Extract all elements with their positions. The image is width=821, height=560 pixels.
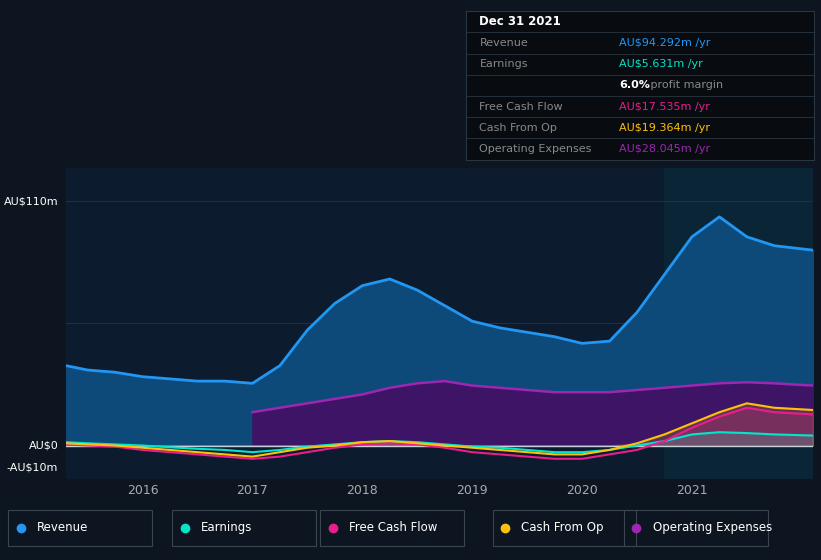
Text: Earnings: Earnings (479, 59, 528, 69)
Text: AU$19.364m /yr: AU$19.364m /yr (619, 123, 710, 133)
Text: Free Cash Flow: Free Cash Flow (349, 521, 438, 534)
Text: -AU$10m: -AU$10m (7, 463, 58, 473)
Text: AU$110m: AU$110m (3, 197, 58, 206)
Text: Cash From Op: Cash From Op (479, 123, 557, 133)
Text: Dec 31 2021: Dec 31 2021 (479, 15, 562, 29)
Text: AU$17.535m /yr: AU$17.535m /yr (619, 101, 710, 111)
Text: AU$5.631m /yr: AU$5.631m /yr (619, 59, 703, 69)
Text: Earnings: Earnings (201, 521, 253, 534)
Text: 6.0%: 6.0% (619, 81, 650, 90)
Text: profit margin: profit margin (647, 81, 723, 90)
Text: AU$28.045m /yr: AU$28.045m /yr (619, 144, 710, 154)
Text: AU$0: AU$0 (29, 441, 58, 450)
Text: AU$94.292m /yr: AU$94.292m /yr (619, 38, 710, 48)
Text: Revenue: Revenue (37, 521, 89, 534)
Text: Operating Expenses: Operating Expenses (479, 144, 592, 154)
Text: Revenue: Revenue (479, 38, 528, 48)
Text: Cash From Op: Cash From Op (521, 521, 603, 534)
Bar (664, 168, 821, 479)
Text: Free Cash Flow: Free Cash Flow (479, 101, 563, 111)
Text: Operating Expenses: Operating Expenses (653, 521, 772, 534)
